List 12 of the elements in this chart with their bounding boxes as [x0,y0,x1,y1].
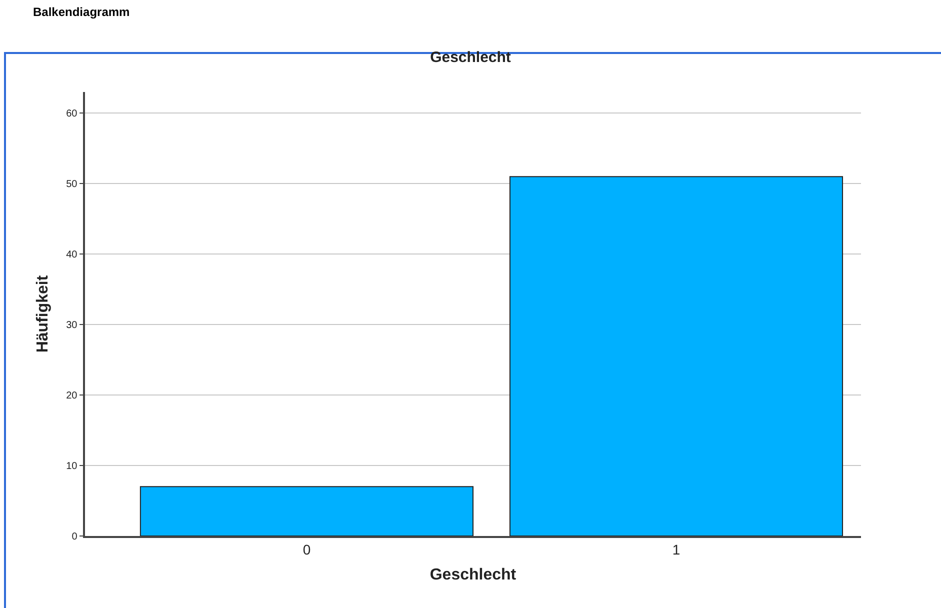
y-tick-label: 0 [72,532,78,542]
x-tick-label: 1 [672,542,680,558]
y-tick-label: 10 [66,461,78,472]
y-tick-label: 50 [66,179,78,190]
text: Balkendiagramm [33,5,130,19]
y-tick-label: 20 [66,390,78,402]
y-axis-title: Häufigkeit [34,274,52,353]
chart-title: Geschlecht [430,49,511,66]
y-tick-label: 60 [66,108,78,120]
y-tick-label: 30 [66,320,78,332]
y-tick-label: 40 [66,250,78,261]
x-axis-title: Geschlecht [430,566,517,584]
